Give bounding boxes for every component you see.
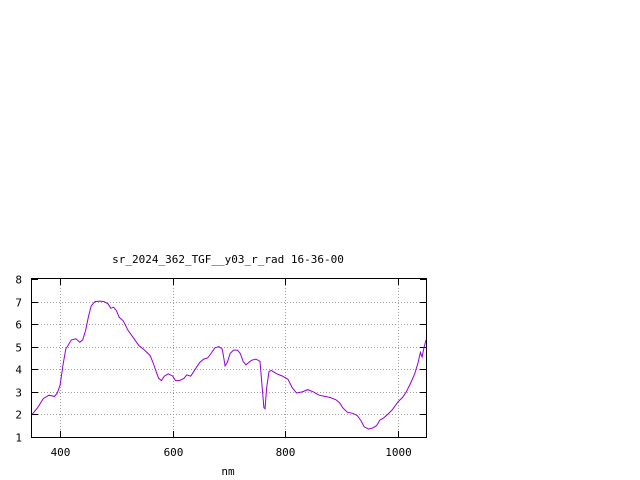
x-axis-label: nm xyxy=(221,465,235,478)
y-tick-label: 8 xyxy=(15,274,22,287)
plot-frame xyxy=(31,278,427,438)
y-tick-label: 1 xyxy=(15,432,22,445)
grid-lines xyxy=(32,279,426,437)
y-tick-label: 3 xyxy=(15,387,22,400)
x-tick-labels: 400 600 800 1000 xyxy=(51,446,412,459)
x-tick-label: 800 xyxy=(276,446,296,459)
x-tick-label: 1000 xyxy=(385,446,412,459)
y-tick-label: 5 xyxy=(15,342,22,355)
y-tick-label: 6 xyxy=(15,319,22,332)
y-tick-label: 4 xyxy=(15,364,22,377)
y-tick-label: 2 xyxy=(15,409,22,422)
chart-title: sr_2024_362_TGF__y03_r_rad 16-36-00 xyxy=(112,253,344,266)
x-tick-label: 400 xyxy=(51,446,71,459)
x-tick-label: 600 xyxy=(164,446,184,459)
y-tick-label: 7 xyxy=(15,297,22,310)
series-line xyxy=(31,300,427,430)
y-tick-labels: 1 2 3 4 5 6 7 8 xyxy=(15,274,22,445)
